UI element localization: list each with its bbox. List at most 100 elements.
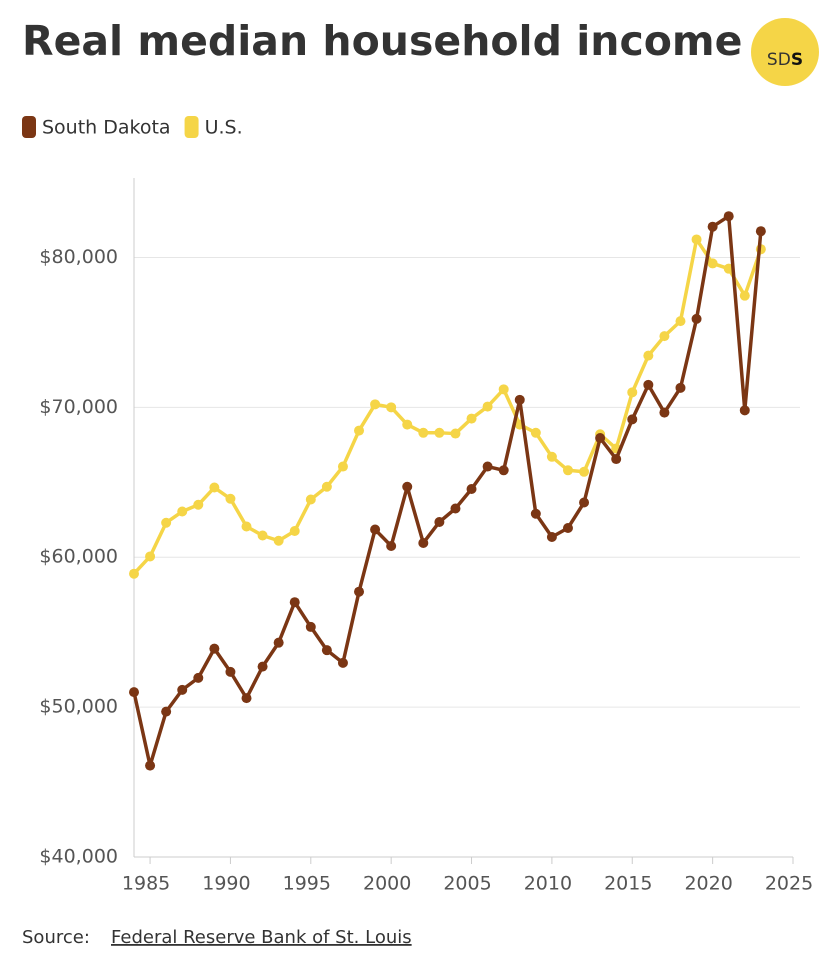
source-label: Source: [22,927,90,948]
data-point [370,524,381,535]
plot-area: $40,000 $50,000 $60,000 $70,000 $80,000 1985 1… [39,178,813,895]
data-point [450,503,461,514]
data-point [611,454,622,465]
data-point [659,407,670,418]
data-point [225,493,236,504]
data-point [514,394,525,405]
data-point [595,433,606,444]
data-point [723,211,734,222]
data-point [305,494,316,505]
data-point [354,586,365,597]
data-point [241,521,252,532]
x-tick-label: 2005 [443,873,491,895]
data-point [209,643,220,654]
data-point [562,522,573,533]
data-point [434,516,445,527]
chart-title: Real median household income [22,17,742,65]
data-point [209,482,220,493]
data-point [546,531,557,542]
logo-badge [751,18,819,86]
data-point [289,525,300,536]
data-point [193,499,204,510]
data-point [305,621,316,632]
data-point [321,645,332,656]
data-point [402,419,413,430]
data-point [129,568,139,579]
data-point [643,379,654,390]
x-tick-label: 1990 [202,873,250,895]
x-tick-label: 2000 [363,873,411,895]
legend-swatch [22,116,36,138]
legend-label: South Dakota [42,117,171,139]
legend-swatch [184,116,199,138]
data-point [755,226,766,237]
data-point [354,425,365,436]
data-point [257,530,268,541]
data-point [273,637,284,648]
data-point [321,481,332,492]
data-point [466,484,477,495]
legend: South Dakota U.S. [22,116,243,139]
data-point [337,657,348,668]
data-point [627,414,638,425]
data-point [161,517,172,528]
data-point [370,399,381,410]
data-point [707,221,718,232]
x-tick-label: 2025 [765,873,813,895]
x-tick-label: 2020 [684,873,732,895]
data-point [241,693,252,704]
data-point [257,661,268,672]
data-point [675,382,686,393]
data-point [145,551,156,562]
data-point [386,540,397,551]
data-point [418,537,429,548]
data-point [466,413,477,424]
data-point [691,234,702,245]
data-point [337,461,348,472]
data-point [482,461,493,472]
data-point [177,506,188,517]
data-point [193,672,204,683]
logo-bold: S [791,50,803,70]
data-point [643,350,654,361]
data-point [739,405,750,416]
data-point [129,687,139,698]
data-point [289,597,300,608]
data-point [739,290,750,301]
data-point [579,497,590,508]
y-tick-label: $70,000 [39,396,118,418]
x-tick-label: 1995 [283,873,331,895]
data-point [386,402,397,413]
x-tick-label: 2010 [524,873,572,895]
data-point [691,313,702,324]
y-tick-label: $60,000 [39,546,118,568]
data-point [530,427,541,438]
data-point [675,316,686,327]
data-point [450,428,461,439]
series-line [132,214,763,768]
series-line [132,237,763,575]
data-point [273,535,284,546]
data-point [627,387,638,398]
source-link[interactable]: Federal Reserve Bank of St. Louis [111,927,412,948]
data-point [482,401,493,412]
y-tick-label: $40,000 [39,846,118,868]
data-point [579,466,590,477]
x-tick-label: 1985 [122,873,170,895]
data-point [145,760,156,771]
logo: SDS [767,50,803,70]
data-point [418,427,429,438]
data-point [530,508,541,519]
data-point [546,451,557,462]
logo-light: SD [767,50,791,70]
legend-label: U.S. [205,117,243,139]
data-point [659,331,670,342]
data-point [177,684,188,695]
x-tick-label: 2015 [604,873,652,895]
data-point [498,465,509,476]
data-point [498,384,509,395]
data-point [225,666,236,677]
data-point [402,481,413,492]
